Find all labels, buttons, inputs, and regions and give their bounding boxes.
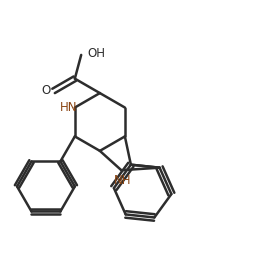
Text: O: O xyxy=(42,84,51,98)
Text: OH: OH xyxy=(87,47,106,60)
Text: NH: NH xyxy=(114,174,131,187)
Text: HN: HN xyxy=(60,101,77,114)
